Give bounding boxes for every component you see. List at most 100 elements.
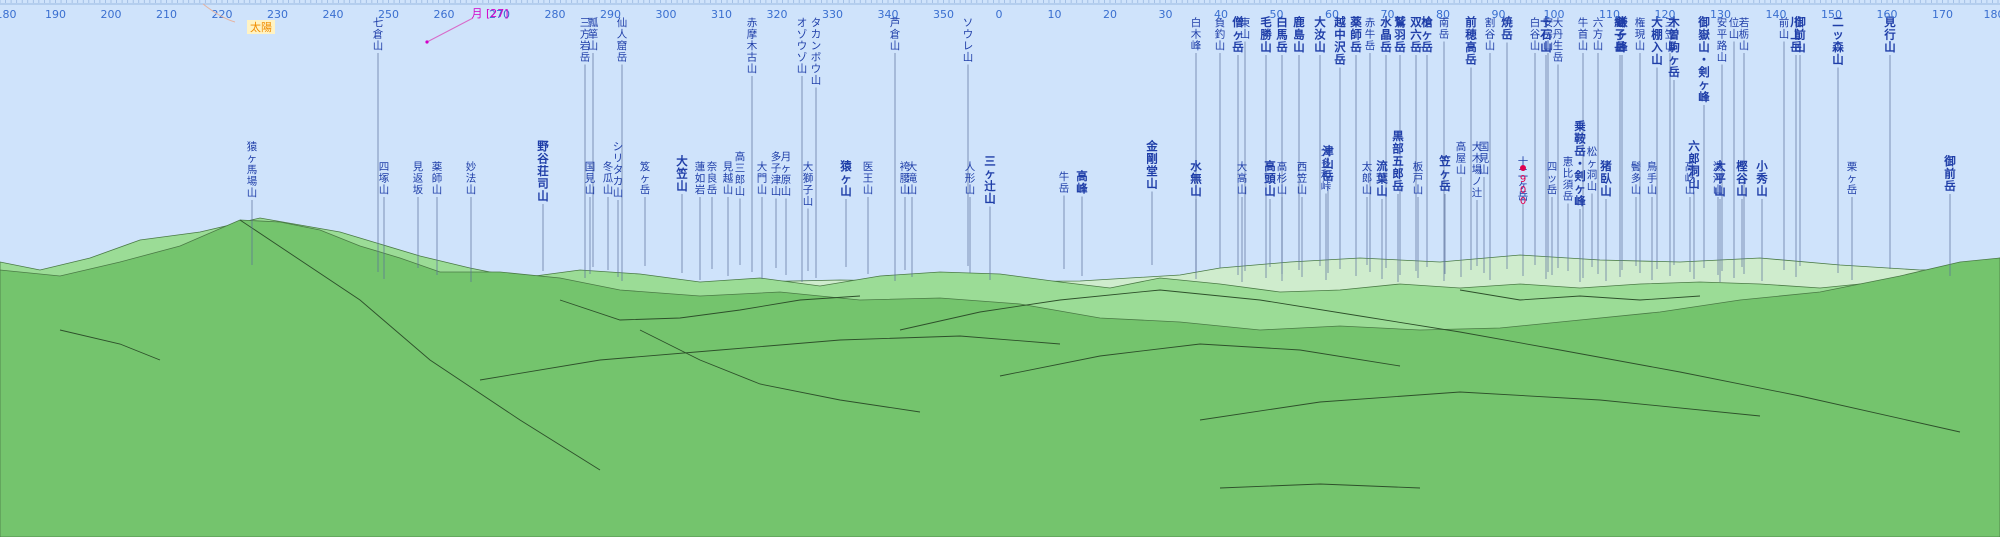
peak-label[interactable]: 奈良岳 (707, 160, 718, 196)
peak-label[interactable]: 大滝山 (907, 160, 918, 196)
peak-label[interactable]: 蓮如岩 (695, 160, 706, 196)
peak-label[interactable]: 大多和峠 (1321, 145, 1332, 193)
peak-label[interactable]: 十石山 (1539, 15, 1552, 54)
peak-label[interactable]: 笠ヶ岳 (1438, 154, 1451, 193)
peak-label[interactable]: 猿ヶ馬場山 (247, 140, 258, 199)
peak-label[interactable]: 僧ヶ岳 (1232, 15, 1244, 54)
peak-label[interactable]: 位山 (1729, 16, 1740, 41)
peak-label[interactable]: 大笠山 (675, 154, 688, 193)
peak-label[interactable]: 流葉山 (1375, 159, 1388, 198)
peak-label[interactable]: 白谷山 (1530, 16, 1541, 52)
peak-label[interactable]: 七倉山 (373, 17, 384, 52)
peak-label[interactable]: 牛岳 (1059, 170, 1070, 195)
peak-label[interactable]: 毛勝山 (1260, 15, 1272, 54)
peak-label[interactable]: 野谷荘司山 (537, 139, 549, 203)
peak-label[interactable]: 赤牛岳 (1365, 17, 1376, 52)
peak-label[interactable]: 御嶽山・剣ヶ峰 (1697, 15, 1710, 104)
peak-label[interactable]: 前穂高岳 (1465, 15, 1477, 67)
peak-label[interactable]: 大棚入山 (1651, 15, 1663, 67)
peak-label[interactable]: 安房山 (1543, 16, 1554, 52)
peak-label[interactable]: 月ヶ原山 (781, 151, 792, 198)
peak-label[interactable]: 太郎山 (1362, 160, 1373, 196)
peak-label[interactable]: 猪臥山 (1599, 159, 1612, 198)
peak-label[interactable]: 二ッ森山 (1832, 15, 1844, 67)
peak-label[interactable]: 四塚山 (379, 161, 390, 196)
peak-label[interactable]: 恵比須岳 (1563, 155, 1574, 203)
peak-label[interactable]: 十二ヶ岳 (1518, 155, 1529, 203)
peak-label[interactable]: 小秀山 (1755, 159, 1768, 198)
peak-label[interactable]: 白馬岳 (1276, 15, 1288, 54)
peak-label[interactable]: 鹿島山 (1293, 15, 1305, 54)
peak-label[interactable]: 国見山 (585, 161, 596, 196)
peak-label[interactable]: 見返坂 (413, 161, 424, 196)
peak-label[interactable]: 三笠山 (1665, 17, 1676, 52)
peak-label[interactable]: 継子岳 (1614, 15, 1626, 54)
peak-label[interactable]: 袴腰山 (900, 160, 911, 196)
peak-label[interactable]: 高峰 (1076, 169, 1088, 196)
peak-label[interactable]: 権現山 (1635, 16, 1646, 52)
peak-label[interactable]: 御前山 (1793, 15, 1806, 54)
peak-label[interactable]: タカンボウ山 (811, 17, 822, 87)
peak-label[interactable]: ソウレ山 (963, 17, 974, 64)
peak-label[interactable]: 大門山 (757, 160, 768, 196)
peak-label[interactable]: 鬢多山 (1631, 160, 1642, 196)
peak-label[interactable]: 前山 (1779, 16, 1790, 41)
peak-label[interactable]: 六郎洞山 (1688, 139, 1700, 191)
peak-label[interactable]: 黒部五郎岳 (1392, 129, 1404, 193)
peak-label[interactable]: 高屹山 (1685, 160, 1696, 196)
peak-label[interactable]: 鷲羽岳 (1394, 15, 1406, 54)
peak-label[interactable]: 三ヶ辻山 (984, 154, 996, 206)
peak-label[interactable]: 大獅子山 (803, 160, 814, 208)
peak-label[interactable]: 白木峰 (1191, 16, 1202, 52)
peak-label[interactable]: 安平路山 (1717, 16, 1728, 64)
peak-label[interactable]: 湯河山 (1713, 161, 1724, 196)
peak-label[interactable]: 薬師山 (432, 161, 443, 196)
peak-label[interactable]: 大汝山 (1314, 15, 1326, 54)
peak-label[interactable]: 高三郎山 (735, 150, 746, 198)
peak-label[interactable]: 三方岩岳 (580, 17, 591, 64)
peak-label[interactable]: 見行山 (1883, 15, 1896, 54)
peak-label[interactable]: オゾウゾ山 (797, 17, 808, 75)
peak-label[interactable]: 赤摩木古山 (747, 17, 758, 75)
peak-label[interactable]: 双六岳 (1409, 15, 1422, 54)
peak-label[interactable]: 六方山 (1593, 17, 1604, 52)
peak-label[interactable]: 川上岳 (1789, 15, 1802, 54)
peak-label[interactable]: 水無山 (1190, 159, 1202, 198)
peak-label[interactable]: 西笠山 (1297, 161, 1308, 196)
peak-label[interactable]: 板戸山 (1413, 160, 1424, 196)
peak-label[interactable]: 仙人窟岳 (617, 16, 628, 64)
peak-label[interactable]: 越中沢岳 (1333, 15, 1346, 67)
peak-label[interactable]: 猿ヶ山 (839, 159, 852, 198)
peak-label[interactable]: 瓢箪山 (588, 16, 599, 52)
peak-label[interactable]: 乗鞍岳・剣ヶ峰 (1573, 119, 1586, 208)
peak-label[interactable]: 鳥手山 (1647, 160, 1658, 196)
peak-label[interactable]: 多子津山 (771, 150, 782, 198)
peak-label[interactable]: 笈ヶ岳 (640, 160, 651, 196)
peak-label[interactable]: 栗ヶ岳 (1847, 161, 1858, 196)
peak-label[interactable]: 医王山 (863, 161, 874, 196)
peak-label[interactable]: 水晶岳 (1380, 15, 1392, 54)
peak-label[interactable]: 松ヶ洞山 (1587, 145, 1598, 193)
peak-label[interactable]: 冬瓜山 (603, 160, 614, 196)
peak-label[interactable]: 薬師岳 (1349, 15, 1362, 54)
peak-label[interactable]: 負釣山 (1215, 17, 1226, 52)
peak-label[interactable]: 鎌ヶ峰 (1615, 15, 1628, 54)
peak-label[interactable]: 槍ヶ岳 (1421, 15, 1433, 54)
peak-label[interactable]: 高頭山 (1264, 159, 1276, 198)
peak-label[interactable]: 芦倉山 (890, 17, 901, 52)
peak-label[interactable]: 樫谷山 (1736, 159, 1748, 198)
peak-label[interactable]: 妙法山 (466, 160, 477, 196)
peak-label[interactable]: 高屋山 (1456, 140, 1467, 176)
peak-label[interactable]: シリタカ山 (613, 141, 624, 199)
peak-label[interactable]: 金剛堂山 (1145, 139, 1158, 191)
peak-label[interactable]: 人形山 (965, 161, 976, 196)
peak-label[interactable]: 大丹生岳 (1553, 16, 1564, 64)
peak-label[interactable]: 四ッ岳 (1547, 161, 1558, 196)
peak-label[interactable]: 大平山 (1714, 159, 1726, 198)
peak-label[interactable]: 焼岳 (1501, 15, 1513, 42)
peak-label[interactable]: 見越山 (723, 161, 734, 196)
peak-label[interactable]: 大高山 (1237, 160, 1248, 196)
peak-label[interactable]: 木曽駒ヶ岳 (1667, 15, 1680, 79)
peak-label[interactable]: 津山岳 (1322, 144, 1334, 183)
